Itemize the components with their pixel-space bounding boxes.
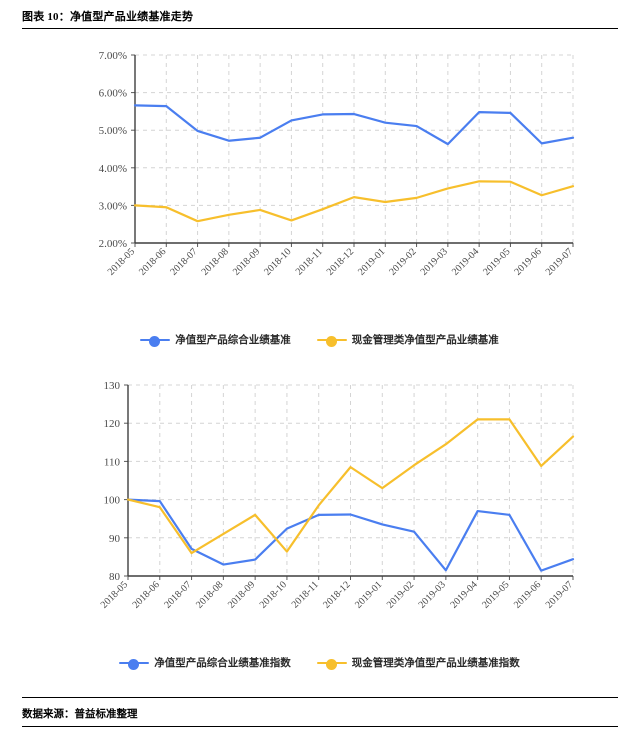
series-line-yellow xyxy=(126,418,575,555)
chart2-plot-area: 130 120 110 100 90 80 2018-05 2018-06 2018-07 201… xyxy=(0,370,639,630)
series-line-yellow xyxy=(133,180,575,223)
series-line-blue xyxy=(133,104,575,146)
x-axis-tick-label: 2019-01 xyxy=(353,579,384,610)
y-axis-tick-label: 4.00% xyxy=(99,163,127,175)
footer-divider-top xyxy=(22,697,618,698)
y-axis-tick-label: 5.00% xyxy=(99,125,127,137)
x-axis-tick-label: 2018-10 xyxy=(258,579,289,610)
x-axis-tick-label: 2019-06 xyxy=(512,246,543,277)
chart-index-benchmark: 130 120 110 100 90 80 2018-05 2018-06 2018-07 201… xyxy=(0,370,639,690)
x-axis-tick-label: 2018-11 xyxy=(294,246,325,277)
x-axis-tick-label: 2019-01 xyxy=(356,246,387,277)
header-divider xyxy=(22,28,618,29)
x-axis-tick-label: 2018-09 xyxy=(231,246,262,277)
legend-marker-line-icon xyxy=(119,657,150,670)
y-axis-tick-label: 110 xyxy=(104,456,121,468)
x-axis-tick-label: 2018-08 xyxy=(200,246,231,277)
legend-item-yellow[interactable]: 现金管理类净值型产品业绩基准 xyxy=(316,332,499,347)
chart-percent-benchmark: 7.00% 6.00% 5.00% 4.00% 3.00% 2.00% 2018-05 201… xyxy=(0,40,639,360)
page-title: 图表 10：净值型产品业绩基准走势 xyxy=(22,11,194,23)
chart1-svg: 7.00%6.00%5.00%4.00%3.00%2.00%2018-05 201… xyxy=(99,50,576,278)
chart1-legend: 净值型产品综合业绩基准 现金管理类净值型产品业绩基准 xyxy=(0,332,639,347)
footer-divider-bottom xyxy=(22,726,618,727)
x-axis-tick-label: 2018-06 xyxy=(131,579,162,610)
y-axis-tick-label: 90 xyxy=(109,533,121,545)
legend-marker-line-icon xyxy=(140,334,171,347)
x-axis-tick-label: 2019-03 xyxy=(419,246,450,277)
source-note: 数据来源：普益标准整理 xyxy=(22,709,138,720)
chart2-legend: 净值型产品综合业绩基准指数 现金管理类净值型产品业绩基准指数 xyxy=(0,655,639,670)
x-axis-tick-label: 2019-07 xyxy=(544,246,575,277)
x-axis-tick-label: 2019-06 xyxy=(512,579,543,610)
x-axis-tick-label: 2019-05 xyxy=(480,579,511,610)
y-axis-tick-label: 130 xyxy=(104,380,121,392)
x-axis-tick-label: 2019-04 xyxy=(448,579,479,610)
y-axis-tick-label: 2.00% xyxy=(99,238,127,250)
legend-label: 现金管理类净值型产品业绩基准指数 xyxy=(351,658,520,669)
legend-marker-line-icon xyxy=(316,334,347,347)
chart1-plot-area: 7.00% 6.00% 5.00% 4.00% 3.00% 2.00% 2018-05 201… xyxy=(0,40,639,300)
x-axis-tick-label: 2018-09 xyxy=(226,579,257,610)
x-axis-tick-label: 2018-05 xyxy=(106,246,137,277)
legend-label: 净值型产品综合业绩基准指数 xyxy=(154,658,291,669)
y-axis-tick-label: 80 xyxy=(109,571,121,583)
legend-item-yellow[interactable]: 现金管理类净值型产品业绩基准指数 xyxy=(316,655,520,670)
x-axis-tick-label: 2018-08 xyxy=(194,579,225,610)
x-axis-tick-label: 2019-03 xyxy=(417,579,448,610)
x-axis-tick-label: 2018-12 xyxy=(321,579,352,610)
legend-item-blue[interactable]: 净值型产品综合业绩基准 xyxy=(140,332,291,347)
x-axis-tick-label: 2018-12 xyxy=(325,246,356,277)
x-axis-tick-label: 2019-02 xyxy=(385,579,416,610)
legend-marker-line-icon xyxy=(316,657,347,670)
series-line-blue xyxy=(126,498,575,572)
x-axis-tick-label: 2019-07 xyxy=(544,579,575,610)
y-axis-tick-label: 7.00% xyxy=(99,50,127,62)
x-axis-tick-label: 2018-07 xyxy=(168,246,199,277)
x-axis-tick-label: 2018-07 xyxy=(162,579,193,610)
y-axis-tick-label: 3.00% xyxy=(99,200,127,212)
legend-item-blue[interactable]: 净值型产品综合业绩基准指数 xyxy=(119,655,291,670)
x-axis-tick-label: 2019-05 xyxy=(481,246,512,277)
x-axis-tick-label: 2018-06 xyxy=(137,246,168,277)
y-axis-tick-label: 100 xyxy=(104,495,121,507)
x-axis-tick-label: 2018-10 xyxy=(262,246,293,277)
x-axis-tick-label: 2018-05 xyxy=(99,579,130,610)
x-axis-tick-label: 2019-02 xyxy=(387,246,418,277)
y-axis-tick-label: 120 xyxy=(104,418,121,430)
x-axis-tick-label: 2019-04 xyxy=(450,246,481,277)
legend-label: 现金管理类净值型产品业绩基准 xyxy=(351,335,499,346)
legend-label: 净值型产品综合业绩基准 xyxy=(175,335,291,346)
x-axis-tick-label: 2018-11 xyxy=(290,579,321,610)
y-axis-tick-label: 6.00% xyxy=(99,88,127,100)
